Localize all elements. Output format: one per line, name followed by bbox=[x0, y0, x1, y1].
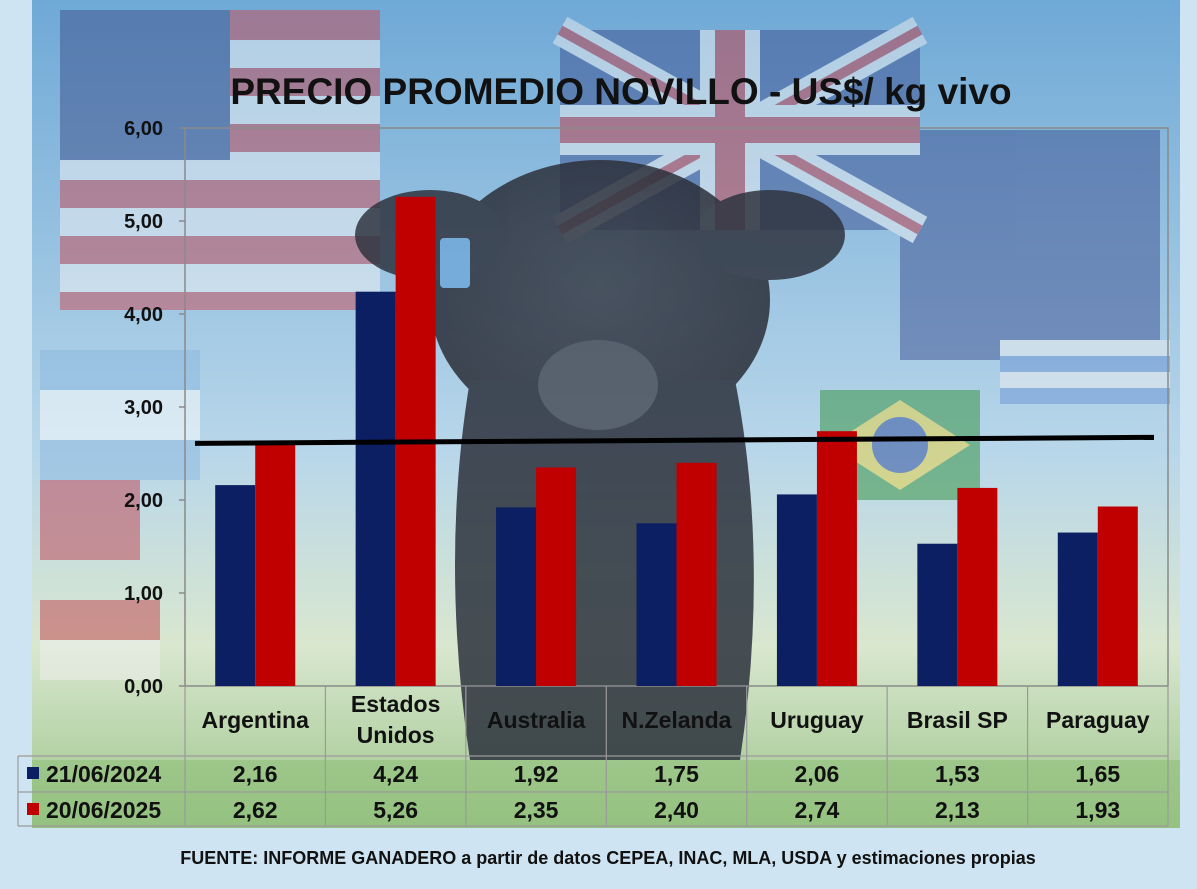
data-label: 2,06 bbox=[795, 761, 840, 787]
y-tick-label: 1,00 bbox=[124, 583, 163, 605]
category-label: N.Zelanda bbox=[622, 707, 732, 733]
category-label: Unidos bbox=[357, 722, 435, 748]
data-label: 1,92 bbox=[514, 761, 559, 787]
data-table: Argentina Estados Unidos Australia N.Zelanda… bbox=[17, 686, 1169, 827]
category-label: Argentina bbox=[202, 707, 310, 733]
data-label: 2,40 bbox=[654, 797, 699, 823]
legend-key-2025 bbox=[27, 803, 39, 815]
data-label: 5,26 bbox=[373, 797, 418, 823]
bar-2024 bbox=[496, 507, 537, 686]
bar-2024 bbox=[776, 494, 817, 686]
y-tick-label: 2,00 bbox=[124, 490, 163, 512]
source-note: FUENTE: INFORME GANADERO a partir de dat… bbox=[180, 848, 1035, 868]
category-label: Australia bbox=[487, 707, 586, 733]
bar-2024 bbox=[636, 523, 677, 686]
bar-2024 bbox=[215, 485, 256, 686]
category-label: Paraguay bbox=[1046, 707, 1150, 733]
data-label: 1,65 bbox=[1075, 761, 1120, 787]
data-label: 1,93 bbox=[1075, 797, 1120, 823]
data-label: 2,74 bbox=[795, 797, 840, 823]
bar-2025 bbox=[1097, 506, 1138, 686]
y-tick-label: 3,00 bbox=[124, 397, 163, 419]
data-label: 4,24 bbox=[373, 761, 418, 787]
y-tick-label: 6,00 bbox=[124, 118, 163, 140]
legend-label: 20/06/2025 bbox=[46, 797, 161, 823]
bar-2024 bbox=[1057, 532, 1098, 686]
bar-2025 bbox=[536, 467, 577, 686]
data-label: 1,75 bbox=[654, 761, 699, 787]
reference-line bbox=[194, 434, 1155, 446]
chart-title: PRECIO PROMEDIO NOVILLO - US$/ kg vivo bbox=[230, 71, 1011, 112]
category-label: Brasil SP bbox=[907, 707, 1008, 733]
bar-2025 bbox=[676, 462, 717, 686]
data-label: 2,62 bbox=[233, 797, 278, 823]
bar-2025 bbox=[957, 487, 998, 686]
data-label: 1,53 bbox=[935, 761, 980, 787]
legend-label: 21/06/2024 bbox=[46, 761, 161, 787]
plot-area: 0,00 1,00 2,00 3,00 4,00 5,00 6,00 bbox=[124, 118, 1169, 698]
category-label: Estados bbox=[351, 691, 440, 717]
legend-key-2024 bbox=[27, 767, 39, 779]
bar-2024 bbox=[355, 291, 396, 686]
data-label: 2,16 bbox=[233, 761, 278, 787]
data-label: 2,35 bbox=[514, 797, 559, 823]
bar-2025 bbox=[816, 431, 857, 686]
y-tick-label: 0,00 bbox=[124, 676, 163, 698]
bar-2024 bbox=[917, 543, 958, 686]
bar-2025 bbox=[255, 442, 296, 686]
y-tick-label: 4,00 bbox=[124, 304, 163, 326]
y-tick-label: 5,00 bbox=[124, 211, 163, 233]
category-label: Uruguay bbox=[770, 707, 864, 733]
data-label: 2,13 bbox=[935, 797, 980, 823]
